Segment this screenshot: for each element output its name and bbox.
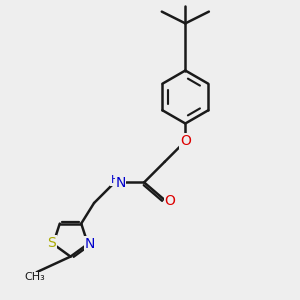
- Text: O: O: [165, 194, 176, 208]
- Text: O: O: [180, 134, 191, 148]
- Text: CH₃: CH₃: [25, 272, 46, 283]
- Text: N: N: [85, 237, 95, 251]
- Text: N: N: [116, 176, 126, 190]
- Text: S: S: [47, 236, 56, 250]
- Text: H: H: [110, 175, 119, 185]
